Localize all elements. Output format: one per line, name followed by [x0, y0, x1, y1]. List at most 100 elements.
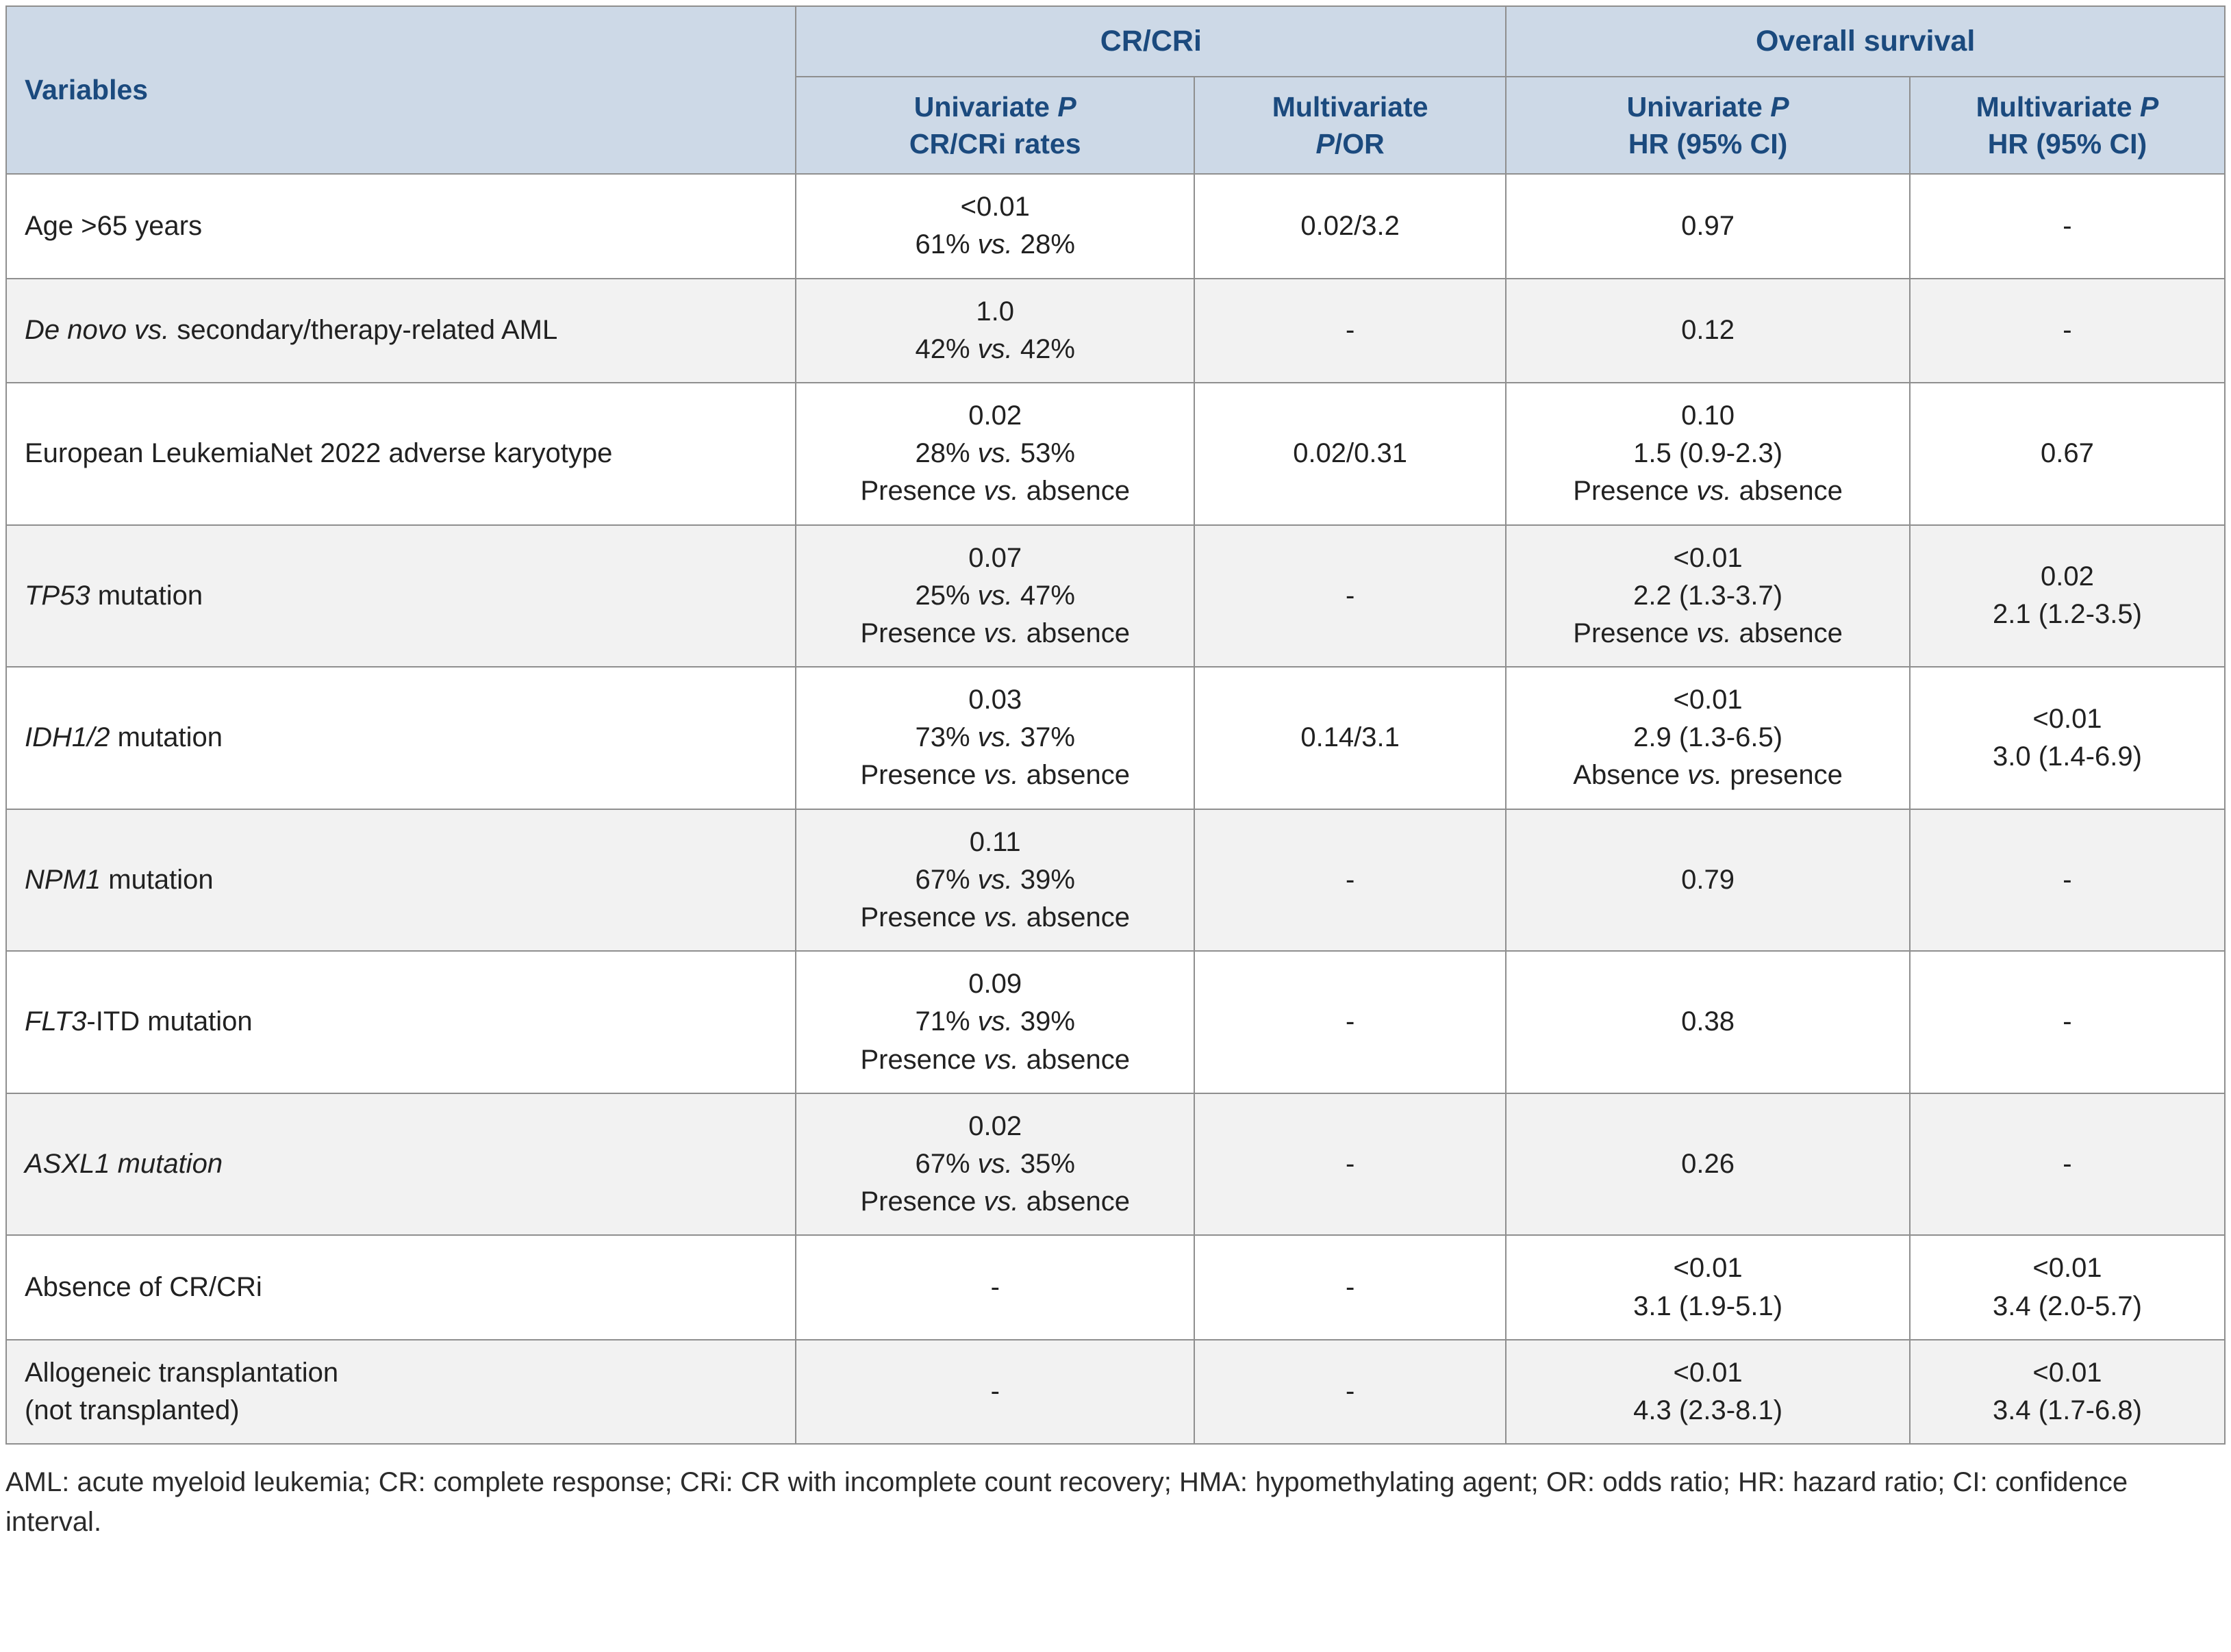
- value-line: <0.01: [1673, 542, 1743, 573]
- multivariate-p-or-cell: -: [1194, 950, 1507, 1094]
- table-footnote: AML: acute myeloid leukemia; CR: complet…: [5, 1467, 2128, 1538]
- value-line: Presence vs. absence: [860, 1044, 1131, 1075]
- value-line: 1.5 (0.9-2.3): [1633, 438, 1783, 469]
- value-line: <0.01: [1673, 1253, 1743, 1284]
- value-line: 0.97: [1681, 210, 1735, 241]
- value-line: 28% vs. 53%: [915, 438, 1075, 469]
- value-line: 2.9 (1.3-6.5): [1633, 722, 1783, 753]
- value-line: 0.12: [1681, 315, 1735, 346]
- value-line: Presence vs. absence: [860, 476, 1131, 507]
- value-line: 0.38: [1681, 1006, 1735, 1037]
- value-line: 42% vs. 42%: [915, 333, 1075, 364]
- value-line: 0.10: [1681, 400, 1735, 431]
- value-line: Presence vs. absence: [1573, 618, 1843, 648]
- value-line: 0.11: [969, 826, 1021, 857]
- variable-cell: ASXL1 mutation: [5, 1092, 797, 1236]
- univariate-hr-cell: 0.38: [1505, 950, 1911, 1094]
- univariate-hr-cell: <0.01 3.1 (1.9-5.1): [1505, 1234, 1911, 1340]
- multivariate-hr-cell: <0.01 3.0 (1.4-6.9): [1908, 666, 2226, 810]
- table-row-absence-of-cr-cri: Absence of CR/CRi - - <0.01 3.1 (1.9-5.1) <0.…: [5, 1234, 2226, 1340]
- variable-line: De novo vs. secondary/therapy-related AM…: [25, 315, 558, 346]
- value-line: Presence vs. absence: [860, 618, 1131, 648]
- univariate-hr-cell: <0.01 2.2 (1.3-3.7) Presence vs. absence: [1505, 524, 1911, 668]
- univariate-cr-cri-cell: -: [795, 1234, 1196, 1340]
- value-line: -: [2063, 1006, 2072, 1037]
- subheader-line: Multivariate P: [1976, 91, 2159, 123]
- value-line: 4.3 (2.3-8.1): [1633, 1395, 1783, 1425]
- multivariate-p-or-cell: 0.14/3.1: [1194, 666, 1507, 810]
- multivariate-p-or-cell: -: [1194, 808, 1507, 952]
- value-line: 0.26: [1681, 1148, 1735, 1179]
- value-line: 67% vs. 39%: [915, 864, 1075, 895]
- value-line: 73% vs. 37%: [915, 722, 1075, 753]
- value-line: -: [1345, 1271, 1355, 1302]
- subheader-univariate-cr-cri: Univariate P CR/CRi rates: [795, 75, 1196, 175]
- multivariate-hr-cell: <0.01 3.4 (2.0-5.7): [1908, 1234, 2226, 1340]
- value-line: -: [1345, 864, 1355, 895]
- value-line: 2.1 (1.2-3.5): [1993, 599, 2142, 630]
- variable-line: IDH1/2 mutation: [25, 722, 223, 753]
- value-line: -: [2063, 1148, 2072, 1179]
- univariate-hr-cell: <0.01 4.3 (2.3-8.1): [1505, 1338, 1911, 1445]
- value-line: 0.03: [968, 685, 1022, 715]
- subheader-line: HR (95% CI): [1628, 128, 1788, 160]
- value-line: Presence vs. absence: [1573, 476, 1843, 507]
- value-line: 61% vs. 28%: [915, 229, 1075, 260]
- variable-cell: Age >65 years: [5, 173, 797, 279]
- variable-line: European LeukemiaNet 2022 adverse karyot…: [25, 438, 613, 469]
- subheader-line: HR (95% CI): [1987, 128, 2147, 160]
- value-line: -: [1345, 580, 1355, 611]
- value-line: <0.01: [1673, 685, 1743, 715]
- table-row-flt3-itd-mutation: FLT3-ITD mutation 0.09 71% vs. 39% Presence…: [5, 950, 2226, 1094]
- univariate-hr-cell: 0.10 1.5 (0.9-2.3) Presence vs. absence: [1505, 381, 1911, 526]
- univariate-hr-cell: 0.79: [1505, 808, 1911, 952]
- multivariate-p-or-cell: -: [1194, 1234, 1507, 1340]
- multivariate-p-or-cell: -: [1194, 524, 1507, 668]
- value-line: 0.02: [2041, 561, 2094, 592]
- value-line: 71% vs. 39%: [915, 1006, 1075, 1037]
- value-line: 0.02/3.2: [1300, 210, 1400, 241]
- value-line: 0.79: [1681, 864, 1735, 895]
- multivariate-hr-cell: 0.67: [1908, 381, 2226, 526]
- value-line: 3.4 (1.7-6.8): [1993, 1395, 2142, 1425]
- univariate-cr-cri-cell: 0.09 71% vs. 39% Presence vs. absence: [795, 950, 1196, 1094]
- table-row-eln-2022-adverse-karyotype: European LeukemiaNet 2022 adverse karyot…: [5, 381, 2226, 526]
- group-header-cr-cri: CR/CRi: [795, 5, 1507, 77]
- multivariate-hr-cell: -: [1908, 950, 2226, 1094]
- multivariate-hr-cell: -: [1908, 277, 2226, 383]
- subheader-row: Univariate P CR/CRi rates Multivariate P/O…: [6, 75, 2226, 175]
- multivariate-p-or-cell: 0.02/3.2: [1194, 173, 1507, 279]
- value-line: 0.67: [2041, 438, 2094, 469]
- variable-line: FLT3-ITD mutation: [25, 1006, 253, 1037]
- variable-line: NPM1 mutation: [25, 864, 214, 895]
- multivariate-p-or-cell: -: [1194, 1092, 1507, 1236]
- univariate-cr-cri-cell: 0.07 25% vs. 47% Presence vs. absence: [795, 524, 1196, 668]
- value-line: 2.2 (1.3-3.7): [1633, 580, 1783, 611]
- univariate-cr-cri-cell: <0.01 61% vs. 28%: [795, 173, 1196, 279]
- variable-cell: IDH1/2 mutation: [5, 666, 797, 810]
- value-line: -: [1345, 1006, 1355, 1037]
- variable-line: TP53 mutation: [25, 580, 203, 611]
- table-row-age-over-65: Age >65 years <0.01 61% vs. 28% 0.02/3.2 0.9…: [5, 173, 2226, 279]
- univariate-cr-cri-cell: 0.02 28% vs. 53% Presence vs. absence: [795, 381, 1196, 526]
- multivariate-p-or-cell: -: [1194, 1338, 1507, 1445]
- univariate-cr-cri-cell: -: [795, 1338, 1196, 1445]
- multivariate-hr-cell: -: [1908, 173, 2226, 279]
- univariate-hr-cell: 0.26: [1505, 1092, 1911, 1236]
- value-line: 0.09: [968, 969, 1022, 1000]
- subheader-line: CR/CRi rates: [909, 128, 1081, 160]
- value-line: <0.01: [2032, 1253, 2102, 1284]
- table-header: Variables CR/CRi Overall survival Univar…: [5, 5, 2226, 175]
- multivariate-hr-cell: -: [1908, 808, 2226, 952]
- univariate-cr-cri-cell: 0.11 67% vs. 39% Presence vs. absence: [795, 808, 1196, 952]
- variable-line: Allogeneic transplantation: [25, 1357, 339, 1388]
- variable-cell: De novo vs. secondary/therapy-related AM…: [5, 277, 797, 383]
- value-line: 0.14/3.1: [1300, 722, 1400, 753]
- value-line: 0.02/0.31: [1293, 438, 1408, 469]
- subheader-multivariate-p-or: Multivariate P/OR: [1194, 75, 1507, 175]
- value-line: -: [990, 1271, 1000, 1302]
- univariate-hr-cell: <0.01 2.9 (1.3-6.5) Absence vs. presence: [1505, 666, 1911, 810]
- value-line: <0.01: [2032, 1357, 2102, 1388]
- multivariate-hr-cell: <0.01 3.4 (1.7-6.8): [1908, 1338, 2226, 1445]
- value-line: Absence vs. presence: [1573, 760, 1843, 791]
